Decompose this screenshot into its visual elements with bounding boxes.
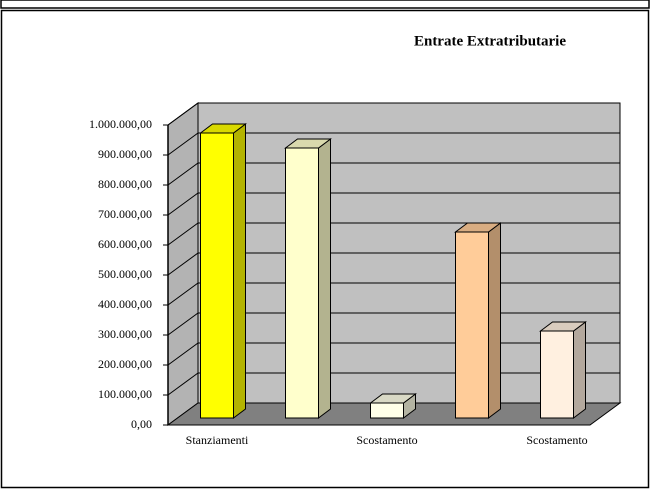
top-frame	[0, 0, 650, 9]
grid-line	[167, 162, 199, 186]
bar-side	[233, 123, 246, 419]
bar-side	[573, 321, 586, 419]
x-tick-label: Scostamento	[356, 433, 417, 447]
bar	[370, 402, 404, 419]
y-tick-label: 400.000,00	[98, 297, 152, 311]
bar	[540, 330, 574, 419]
bar-side	[488, 222, 501, 419]
bar	[455, 231, 489, 419]
y-tick-label: 900.000,00	[98, 147, 152, 161]
grid-line	[167, 132, 199, 156]
y-tick-label: 0,00	[131, 417, 152, 431]
grid-line	[167, 222, 199, 246]
grid-line	[167, 312, 199, 336]
grid-line	[167, 282, 199, 306]
grid-line	[167, 192, 199, 216]
y-tick-label: 500.000,00	[98, 267, 152, 281]
grid-line	[167, 372, 199, 396]
chart-title: Entrate Extratributarie	[414, 33, 566, 49]
bar	[285, 147, 319, 419]
grid-line	[167, 252, 199, 276]
x-tick-label: Scostamento	[526, 433, 587, 447]
y-tick-label: 1.000.000,00	[89, 117, 152, 131]
bar	[200, 132, 234, 419]
y-tick-label: 200.000,00	[98, 357, 152, 371]
y-tick-label: 700.000,00	[98, 207, 152, 221]
grid-line	[167, 342, 199, 366]
y-tick-label: 300.000,00	[98, 327, 152, 341]
x-tick-label: Stanziamenti	[186, 433, 249, 447]
y-tick-label: 800.000,00	[98, 177, 152, 191]
y-tick-label: 600.000,00	[98, 237, 152, 251]
bar-side	[318, 138, 331, 419]
grid-line	[167, 102, 199, 126]
y-tick-label: 100.000,00	[98, 387, 152, 401]
